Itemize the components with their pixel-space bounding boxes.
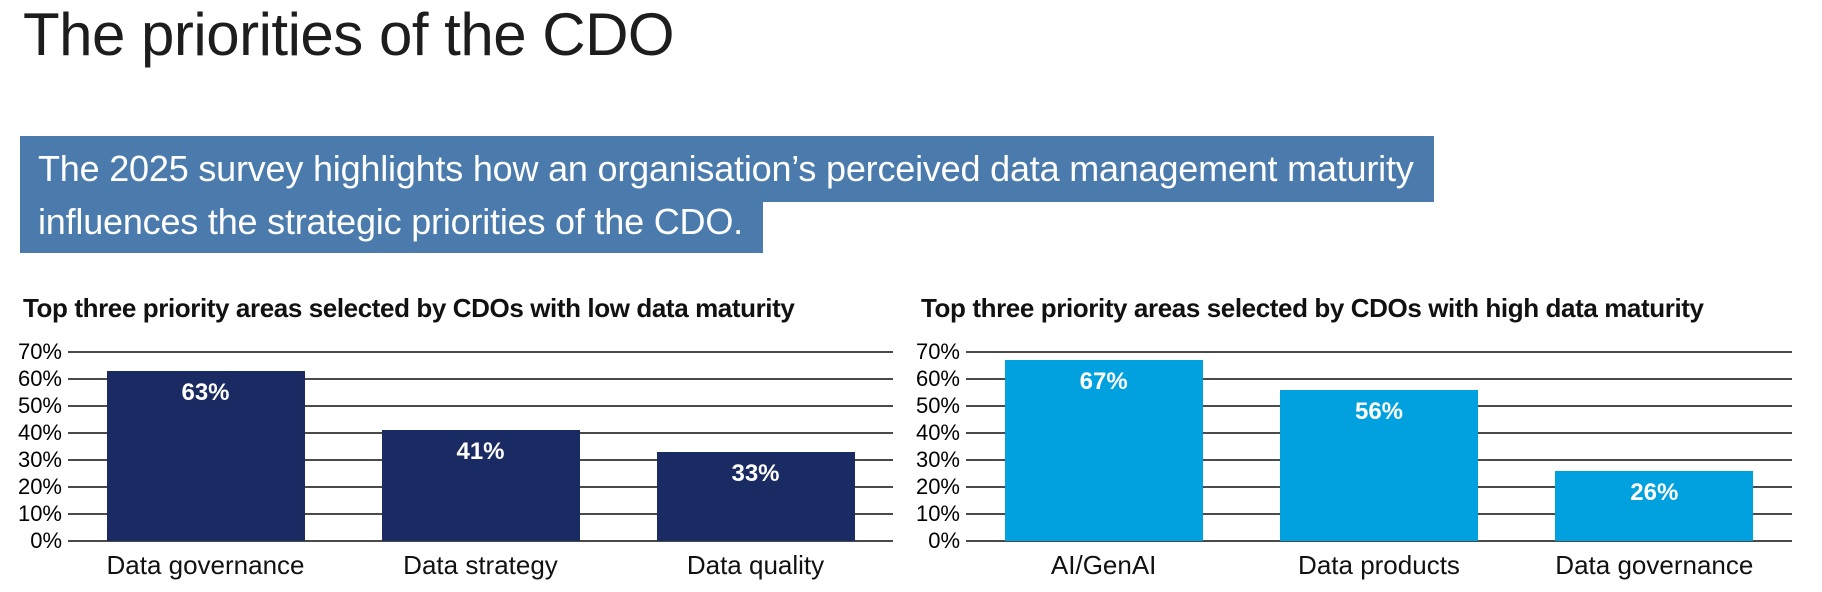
- bar-slot: 33%: [618, 352, 893, 541]
- gridline: [68, 351, 893, 353]
- bar-value-label: 63%: [181, 378, 230, 406]
- y-axis-tick-label: 10%: [17, 501, 62, 526]
- y-axis-tick-label: 70%: [915, 339, 960, 364]
- bar-slot: 63%: [68, 352, 343, 541]
- y-axis-tick-label: 50%: [17, 393, 62, 418]
- plot-grid: 63% 41% 33%: [68, 351, 893, 542]
- gridline: [68, 378, 893, 380]
- y-axis-tick-label: 30%: [17, 447, 62, 472]
- page-title: The priorities of the CDO: [23, 1, 675, 68]
- x-axis-category-label: Data governance: [106, 550, 305, 580]
- bar-value-label: 26%: [1630, 478, 1679, 506]
- chart-title: Top three priority areas selected by CDO…: [921, 293, 1704, 323]
- x-axis-category-label: Data products: [1298, 550, 1460, 580]
- chart-high-data-maturity: Top three priority areas selected by CDO…: [916, 293, 1792, 580]
- y-axis-tick-label: 30%: [915, 447, 960, 472]
- y-axis-tick-label: 70%: [17, 339, 62, 364]
- bar-slot: 67%: [966, 352, 1241, 541]
- intro-highlight: The 2025 survey highlights how an organi…: [20, 136, 1434, 253]
- gridline: [68, 540, 893, 542]
- y-axis-tick-label: 20%: [17, 474, 62, 499]
- bar-data-quality: 33%: [656, 451, 855, 541]
- intro-highlight-line-2: influences the strategic priorities of t…: [20, 202, 763, 253]
- gridline: [966, 351, 1792, 353]
- y-axis-tick-label: 20%: [915, 474, 960, 499]
- y-axis: 0% 10% 20% 30% 40% 50% 60% 70%: [916, 341, 966, 552]
- y-axis-tick-label: 0%: [30, 528, 62, 553]
- bar-ai-genai: 67%: [1004, 360, 1203, 541]
- bar-data-governance: 63%: [106, 370, 305, 541]
- x-axis-category-label: Data strategy: [403, 550, 558, 580]
- chart-low-data-maturity: Top three priority areas selected by CDO…: [18, 293, 893, 580]
- y-axis-tick-label: 40%: [915, 420, 960, 445]
- bars: 63% 41% 33%: [68, 352, 893, 541]
- chart-plot-area: 0% 10% 20% 30% 40% 50% 60% 70% 67% 56% 26%: [916, 341, 1792, 552]
- bar-data-governance: 26%: [1555, 470, 1754, 541]
- chart-title: Top three priority areas selected by CDO…: [23, 293, 795, 323]
- y-axis-tick-label: 60%: [915, 366, 960, 391]
- x-axis-category-label: Data governance: [1555, 550, 1754, 580]
- y-axis-tick-label: 50%: [915, 393, 960, 418]
- bar-slot: 26%: [1517, 352, 1792, 541]
- x-axis-category-label: Data quality: [686, 550, 825, 580]
- gridline: [68, 405, 893, 407]
- bar-data-strategy: 41%: [381, 430, 580, 541]
- x-axis-labels: AI/GenAI Data products Data governance: [966, 541, 1792, 580]
- chart-plot-area: 0% 10% 20% 30% 40% 50% 60% 70% 63% 41% 33%: [18, 341, 893, 552]
- bar-value-label: 67%: [1079, 368, 1128, 396]
- bar-slot: 56%: [1241, 352, 1516, 541]
- intro-highlight-line-1: The 2025 survey highlights how an organi…: [20, 136, 1434, 202]
- y-axis: 0% 10% 20% 30% 40% 50% 60% 70%: [18, 341, 68, 552]
- gridline: [966, 540, 1792, 542]
- y-axis-tick-label: 10%: [915, 501, 960, 526]
- y-axis-tick-label: 0%: [928, 528, 960, 553]
- bar-value-label: 41%: [456, 438, 505, 466]
- plot-grid: 67% 56% 26%: [966, 351, 1792, 542]
- bar-data-products: 56%: [1279, 389, 1479, 541]
- x-axis-category-label: AI/GenAI: [1050, 550, 1157, 580]
- y-axis-tick-label: 40%: [17, 420, 62, 445]
- x-axis-labels: Data governance Data strategy Data quality: [68, 541, 893, 580]
- bar-slot: 41%: [343, 352, 618, 541]
- y-axis-tick-label: 60%: [17, 366, 62, 391]
- gridline: [966, 378, 1792, 380]
- bar-value-label: 56%: [1354, 397, 1404, 425]
- bar-value-label: 33%: [731, 459, 780, 487]
- bars: 67% 56% 26%: [966, 352, 1792, 541]
